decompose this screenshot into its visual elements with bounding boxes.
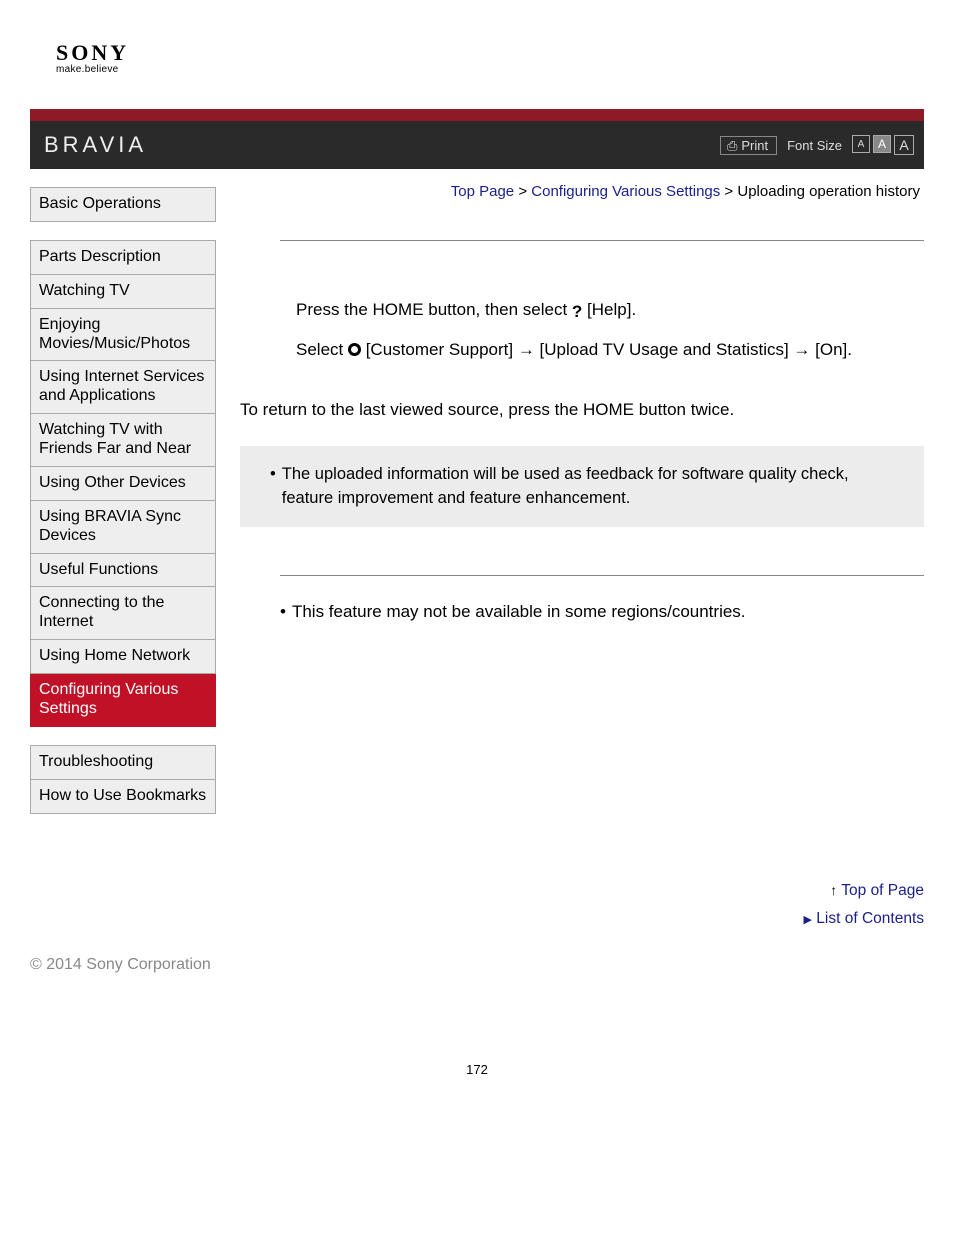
header-bar: BRAVIA ⎙ Print Font Size A A A (30, 121, 924, 169)
breadcrumb: Top Page > Configuring Various Settings … (240, 183, 924, 240)
list-of-contents-link[interactable]: List of Contents (816, 910, 924, 927)
breadcrumb-sep: > (720, 183, 737, 200)
sidebar-item[interactable]: Configuring Various Settings (30, 674, 216, 727)
header-tools: ⎙ Print Font Size A A A (720, 135, 914, 155)
brand-block: SONY make.believe (30, 40, 924, 109)
note-text: This feature may not be available in som… (292, 602, 746, 622)
sidebar-item[interactable]: Useful Functions (30, 554, 216, 588)
sidebar-nav: Basic OperationsParts DescriptionWatchin… (30, 169, 216, 832)
steps-block: Press the HOME button, then select ? [He… (240, 241, 924, 364)
sidebar-item[interactable]: Enjoying Movies/Music/Photos (30, 309, 216, 362)
sony-logo: SONY (56, 40, 924, 66)
breadcrumb-sep: > (514, 183, 531, 200)
bullet-icon: • (270, 462, 276, 512)
accent-strip (30, 109, 924, 121)
step-2: Select [Customer Support] → [Upload TV U… (296, 337, 904, 363)
font-size-small-button[interactable]: A (852, 135, 870, 153)
sidebar-item[interactable]: Using Other Devices (30, 467, 216, 501)
sidebar-item[interactable]: Watching TV (30, 275, 216, 309)
triangle-icon: ▶ (804, 914, 812, 926)
sidebar-item[interactable]: Basic Operations (30, 187, 216, 222)
brand-tagline: make.believe (56, 64, 924, 75)
print-icon: ⎙ (727, 139, 737, 152)
sidebar-item[interactable]: Using Home Network (30, 640, 216, 674)
main-content: Top Page > Configuring Various Settings … (216, 169, 924, 928)
product-name: BRAVIA (44, 132, 147, 158)
print-label: Print (741, 138, 768, 153)
top-of-page-link[interactable]: Top of Page (841, 882, 924, 899)
divider (280, 575, 924, 576)
breadcrumb-mid-link[interactable]: Configuring Various Settings (531, 183, 720, 200)
return-note: To return to the last viewed source, pre… (240, 376, 924, 440)
step-1: Press the HOME button, then select ? [He… (296, 297, 904, 325)
font-size-large-button[interactable]: A (894, 135, 914, 155)
footer-links: ↑ Top of Page ▶ List of Contents (240, 622, 924, 928)
sidebar-item[interactable]: Parts Description (30, 240, 216, 275)
page-number: 172 (30, 974, 924, 1077)
sidebar-item[interactable]: Watching TV with Friends Far and Near (30, 414, 216, 467)
font-size-buttons: A A A (852, 135, 914, 155)
sidebar-item[interactable]: How to Use Bookmarks (30, 780, 216, 814)
sidebar-item[interactable]: Using Internet Services and Applications (30, 361, 216, 414)
copyright: © 2014 Sony Corporation (30, 928, 924, 974)
sidebar-item[interactable]: Using BRAVIA Sync Devices (30, 501, 216, 554)
breadcrumb-top-link[interactable]: Top Page (451, 183, 514, 200)
help-icon: ? (572, 299, 582, 325)
font-size-label: Font Size (787, 138, 842, 153)
font-size-medium-button[interactable]: A (873, 135, 891, 153)
info-box: • The uploaded information will be used … (240, 446, 924, 528)
sidebar-item[interactable]: Troubleshooting (30, 745, 216, 780)
support-icon (348, 343, 361, 356)
sidebar-item[interactable]: Connecting to the Internet (30, 587, 216, 640)
info-text: The uploaded information will be used as… (282, 462, 904, 512)
up-arrow-icon: ↑ (830, 882, 837, 898)
breadcrumb-current: Uploading operation history (737, 183, 920, 200)
print-button[interactable]: ⎙ Print (720, 136, 777, 155)
bullet-icon: • (280, 602, 286, 622)
notes-block: • This feature may not be available in s… (240, 602, 924, 622)
